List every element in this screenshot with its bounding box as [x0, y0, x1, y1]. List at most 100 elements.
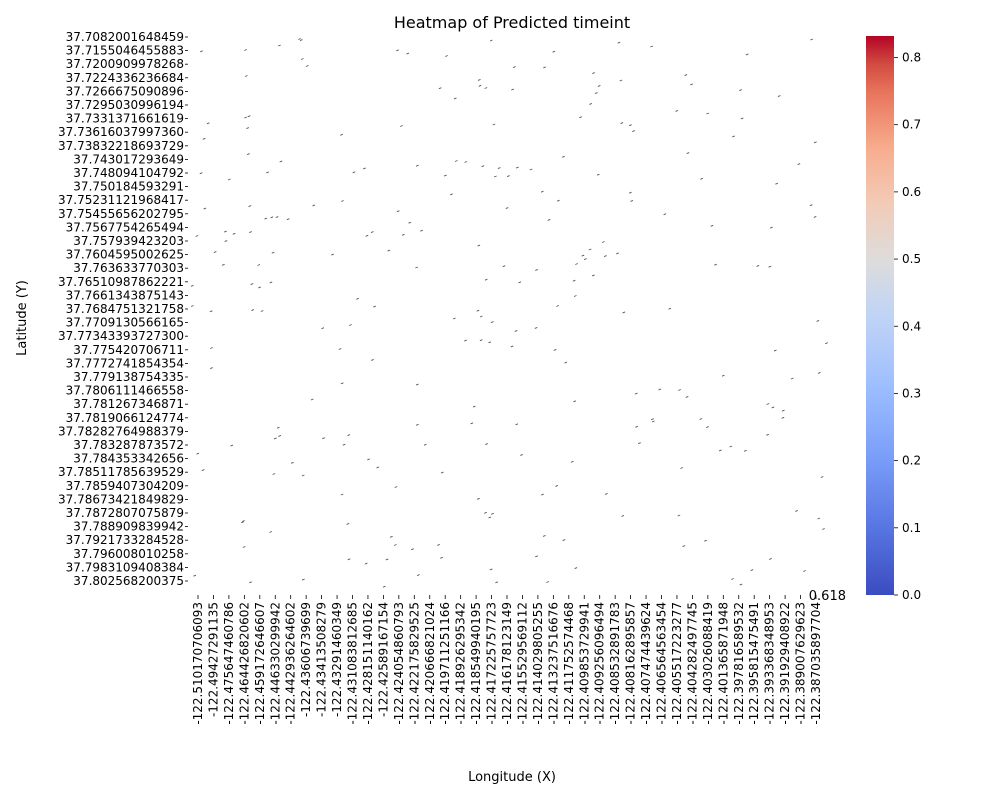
heatmap-cell-mark [443, 174, 447, 177]
heatmap-cell-mark [619, 79, 623, 82]
heatmap-cell-mark [423, 443, 427, 446]
heatmap-cell-mark [766, 433, 769, 436]
heatmap-cell-mark [247, 115, 251, 118]
heatmap-cell-mark [478, 84, 482, 87]
heatmap-cell-mark [209, 310, 213, 313]
heatmap-cell-mark [299, 39, 303, 42]
heatmap-cell-mark [406, 52, 410, 55]
y-tick-label: 37.775420706711 [73, 343, 184, 357]
heatmap-cell-mark [817, 371, 821, 374]
heatmap-cell-mark [684, 74, 688, 77]
y-tick-label: 37.7604595002625 [66, 248, 184, 262]
heatmap-cell-mark [773, 349, 777, 352]
colorbar-tick-label: 0.0 [902, 588, 921, 602]
heatmap-cell-mark [393, 544, 397, 546]
heatmap-cell-mark [769, 557, 772, 560]
heatmap-cell-mark [490, 321, 494, 324]
heatmap-cell-mark [485, 443, 488, 446]
heatmap-cell-mark [514, 329, 518, 332]
heatmap-cell-mark [257, 264, 261, 266]
y-axis-label: Latitude (Y) [15, 280, 30, 356]
x-tick-label: -122.49427291135 [206, 602, 220, 717]
heatmap-cell-mark [677, 514, 681, 517]
y-tick-label: 37.788909839942 [73, 520, 184, 534]
heatmap-cell-mark [396, 210, 400, 213]
heatmap-cell-mark [583, 258, 587, 261]
colorbar-gradient [866, 36, 894, 595]
y-tick-label: 37.75455656202795 [58, 207, 184, 221]
x-tick-label: -122.408532891783 [608, 602, 622, 725]
x-tick-label: -122.42589167154 [376, 602, 390, 717]
x-tick-label: -122.413237516676 [546, 602, 560, 725]
heatmap-cell-mark [628, 191, 632, 194]
heatmap-cell-mark [556, 199, 560, 202]
heatmap-cell-mark [564, 361, 568, 364]
heatmap-cell-mark [479, 339, 483, 342]
y-tick-label: 37.7772741854354 [66, 356, 184, 370]
heatmap-cell-mark [338, 348, 342, 350]
heatmap-cell-mark [743, 449, 747, 452]
heatmap-cell-mark [809, 204, 813, 207]
heatmap-cell-mark [210, 367, 213, 370]
heatmap-cell-mark [750, 569, 754, 572]
x-tick-label: -122.43413508279 [315, 602, 329, 717]
heatmap-cell-mark [488, 341, 492, 344]
y-tick-label: 37.7684751321758 [66, 302, 184, 316]
heatmap-cell-marks [190, 38, 828, 588]
heatmap-cell-mark [249, 231, 252, 234]
heatmap-cell-mark [710, 224, 714, 227]
heatmap-cell-mark [739, 89, 742, 92]
heatmap-cell-mark [373, 305, 376, 308]
heatmap-cell-mark [266, 171, 269, 174]
x-tick-label: -122.387035897704 [809, 602, 823, 725]
y-tick-label: 37.7819066124774 [66, 411, 184, 425]
heatmap-cell-mark [556, 305, 560, 307]
heatmap-cell-mark [651, 418, 654, 421]
heatmap-cell-mark [258, 286, 261, 289]
y-tick-label: 37.73832218693729 [58, 139, 184, 153]
heatmap-cell-mark [364, 562, 368, 565]
heatmap-cell-mark [396, 49, 399, 52]
y-tick-label: 37.7806111466558 [66, 384, 184, 398]
heatmap-cell-mark [415, 266, 419, 269]
heatmap-cell-mark [464, 339, 467, 342]
heatmap-cell-mark [301, 474, 305, 477]
heatmap-cell-mark [596, 173, 600, 176]
heatmap-cell-mark [249, 581, 252, 584]
heatmap-cell-mark [534, 326, 538, 329]
heatmap-cell-mark [542, 534, 546, 537]
heatmap-cell-mark [242, 546, 246, 548]
x-tick-label: -122.442936264602 [284, 602, 298, 725]
heatmap-cell-mark [745, 53, 749, 56]
heatmap-cell-mark [635, 425, 639, 428]
heatmap-cell-mark [250, 283, 254, 286]
heatmap-cell-mark [232, 232, 236, 235]
heatmap-cell-mark [704, 539, 707, 542]
heatmap-cell-mark [276, 426, 280, 429]
heatmap-cell-mark [572, 279, 576, 282]
x-tick-label: -122.417225757723 [485, 602, 499, 725]
heatmap-cell-mark [706, 112, 710, 115]
heatmap-cell-mark [415, 383, 419, 386]
x-tick-label: -122.424054860793 [392, 602, 406, 725]
heatmap-cell-mark [520, 453, 523, 456]
heatmap-cell-mark [206, 122, 210, 125]
heatmap-cell-mark [502, 265, 506, 268]
heatmap-plot-area: 0.618 [188, 36, 846, 604]
heatmap-cell-mark [270, 216, 274, 219]
heatmap-cell-mark [511, 88, 514, 91]
x-tick-label: -122.389007629623 [794, 602, 808, 725]
heatmap-cell-mark [286, 218, 290, 221]
heatmap-cell-mark [591, 274, 595, 277]
heatmap-cell-mark [658, 388, 662, 391]
heatmap-cell-mark [813, 215, 817, 218]
heatmap-cell-mark [477, 244, 481, 247]
heatmap-cell-mark [488, 516, 492, 519]
heatmap-cell-mark [680, 467, 684, 469]
heatmap-cell-mark [797, 163, 801, 166]
heatmap-cell-mark [346, 522, 350, 525]
heatmap-cell-mark [210, 347, 213, 349]
heatmap-cell-mark [481, 165, 485, 168]
x-tick-label: -122.510170706093 [191, 602, 205, 725]
heatmap-cell-mark [264, 217, 268, 220]
